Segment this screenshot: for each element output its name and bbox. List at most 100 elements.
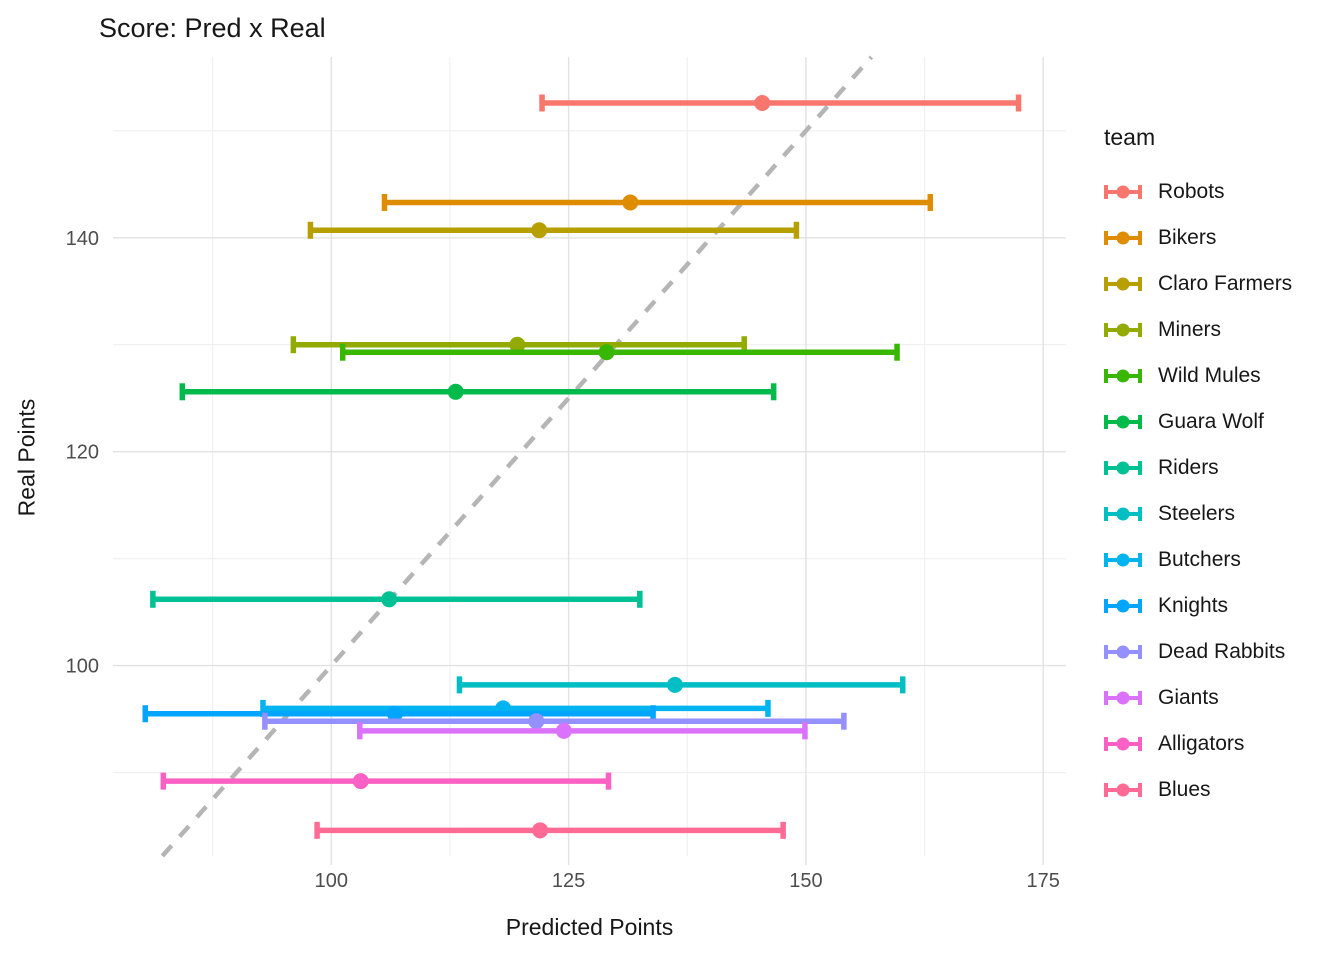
- pred-point: [666, 676, 683, 693]
- legend-key-icon: [1104, 415, 1142, 429]
- legend-item-dead-rabbits: Dead Rabbits: [1102, 629, 1292, 675]
- pred-point: [531, 222, 548, 239]
- major-gridlines: [113, 57, 1066, 856]
- legend-item-label: Wild Mules: [1158, 364, 1261, 387]
- pred-point: [754, 94, 771, 111]
- legend-key-icon: [1104, 369, 1142, 383]
- errorbar-series: [142, 94, 1022, 839]
- y-tick-label: 140: [66, 228, 99, 250]
- legend-key-icon: [1104, 185, 1142, 199]
- legend-key-point: [1116, 323, 1130, 337]
- legend-item-claro-farmers: Claro Farmers: [1102, 261, 1292, 307]
- legend-item-miners: Miners: [1102, 307, 1292, 353]
- pred-point: [381, 591, 398, 608]
- legend-key-icon: [1104, 691, 1142, 705]
- pred-point: [447, 383, 464, 400]
- pred-point: [352, 773, 369, 790]
- pred-point: [532, 822, 549, 839]
- errorbar-knights: [142, 705, 656, 723]
- legend-key-point: [1116, 691, 1130, 705]
- legend-item-label: Blues: [1158, 778, 1211, 801]
- y-tick-label: 120: [66, 442, 99, 464]
- pred-point: [598, 344, 615, 361]
- legend-item-label: Robots: [1158, 180, 1225, 203]
- plot-panel: 100 125 150 175 100 120 140: [66, 55, 1066, 892]
- legend-item-label: Guara Wolf: [1158, 410, 1264, 433]
- legend-key-point: [1116, 737, 1130, 751]
- plot-canvas: 100 125 150 175 100 120 140: [66, 55, 1066, 892]
- pred-point: [622, 194, 639, 211]
- legend-item-label: Knights: [1158, 594, 1229, 617]
- legend-key-point: [1116, 415, 1130, 429]
- legend-key-icon: [1104, 461, 1142, 475]
- pred-point: [509, 336, 526, 353]
- legend-key-icon: [1104, 599, 1142, 613]
- legend-item-steelers: Steelers: [1102, 491, 1292, 537]
- legend-item-giants: Giants: [1102, 675, 1292, 721]
- x-tick-label: 150: [789, 870, 822, 892]
- x-tick-label: 100: [315, 870, 348, 892]
- y-tick-label: 100: [66, 656, 99, 678]
- legend-item-bikers: Bikers: [1102, 215, 1292, 261]
- legend-key-icon: [1104, 323, 1142, 337]
- axis-ticks: 100 125 150 175 100 120 140: [66, 228, 1060, 892]
- legend-item-label: Butchers: [1158, 548, 1241, 571]
- legend-key-point: [1116, 783, 1130, 797]
- legend-key-point: [1116, 507, 1130, 521]
- legend-item-label: Claro Farmers: [1158, 272, 1293, 295]
- errorbar-steelers: [456, 676, 906, 694]
- pred-point: [386, 705, 403, 722]
- legend-key-icon: [1104, 645, 1142, 659]
- x-tick-label: 175: [1027, 870, 1060, 892]
- errorbar-wild-mules: [339, 343, 900, 361]
- errorbar-robots: [539, 94, 1022, 112]
- legend-item-butchers: Butchers: [1102, 537, 1292, 583]
- legend-key-icon: [1104, 783, 1142, 797]
- x-axis-title: Predicted Points: [505, 914, 674, 940]
- legend-key-point: [1116, 185, 1130, 199]
- legend-key-point: [1116, 553, 1130, 567]
- legend-key-icon: [1104, 277, 1142, 291]
- legend-key-icon: [1104, 737, 1142, 751]
- legend-item-alligators: Alligators: [1102, 721, 1292, 767]
- legend: team Robots Bikers Claro Farmers Miners Wild…: [1102, 124, 1292, 813]
- legend-item-label: Dead Rabbits: [1158, 640, 1286, 663]
- errorbar-claro-farmers: [307, 221, 800, 239]
- y-axis-title: Real Points: [13, 398, 40, 517]
- legend-items: Robots Bikers Claro Farmers Miners Wild Mule…: [1102, 169, 1292, 813]
- legend-key-point: [1116, 645, 1130, 659]
- errorbar-alligators: [160, 772, 612, 790]
- minor-gridlines: [113, 57, 1066, 856]
- errorbar-bikers: [381, 193, 934, 211]
- x-tick-label: 125: [552, 870, 585, 892]
- legend-item-label: Riders: [1158, 456, 1219, 479]
- legend-item-guara-wolf: Guara Wolf: [1102, 399, 1292, 445]
- legend-key-icon: [1104, 553, 1142, 567]
- legend-item-label: Bikers: [1158, 226, 1217, 249]
- legend-title: team: [1104, 124, 1156, 150]
- legend-key-point: [1116, 231, 1130, 245]
- legend-item-riders: Riders: [1102, 445, 1292, 491]
- legend-key-point: [1116, 461, 1130, 475]
- errorbar-dead-rabbits: [262, 712, 847, 730]
- legend-key-icon: [1104, 507, 1142, 521]
- legend-item-label: Steelers: [1158, 502, 1236, 525]
- legend-key-point: [1116, 277, 1130, 291]
- legend-item-label: Giants: [1158, 686, 1219, 709]
- errorbar-guara-wolf: [179, 383, 777, 401]
- legend-item-label: Alligators: [1158, 732, 1245, 755]
- legend-item-knights: Knights: [1102, 583, 1292, 629]
- errorbar-giants: [357, 722, 808, 740]
- legend-item-wild-mules: Wild Mules: [1102, 353, 1292, 399]
- legend-key-point: [1116, 369, 1130, 383]
- chart-title: Score: Pred x Real: [99, 13, 326, 43]
- legend-item-label: Miners: [1158, 318, 1222, 341]
- legend-item-blues: Blues: [1102, 767, 1292, 813]
- legend-item-robots: Robots: [1102, 169, 1292, 215]
- pred-point: [528, 713, 545, 730]
- errorbar-blues: [314, 821, 786, 839]
- errorbar-riders: [150, 590, 643, 608]
- legend-key-point: [1116, 599, 1130, 613]
- identity-dashed-line: [160, 55, 874, 858]
- pred-point: [555, 722, 572, 739]
